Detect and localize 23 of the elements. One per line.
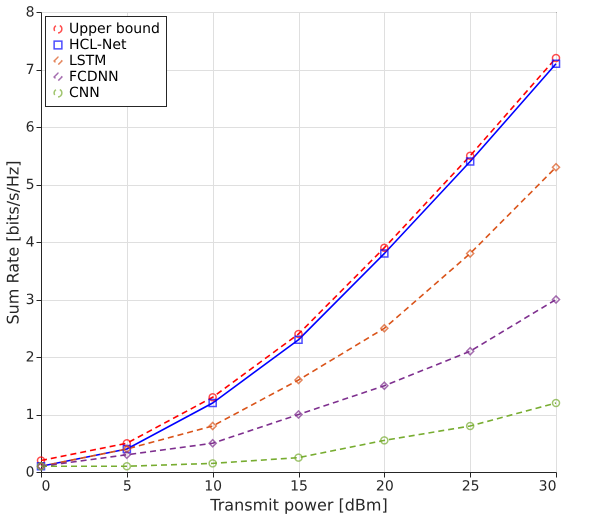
y-tick-label: 6 (26, 120, 35, 136)
y-tick-label: 0 (26, 464, 34, 480)
y-tick-label: 1 (26, 407, 34, 423)
x-tick-label: 25 (462, 478, 480, 494)
y-tick-label: 2 (26, 350, 34, 366)
x-tick-label: 20 (376, 478, 394, 494)
legend-label: FCDNN (69, 69, 119, 85)
y-tick-label: 7 (26, 62, 34, 78)
y-axis-title: Sum Rate [bits/s/Hz] (4, 160, 23, 324)
y-tick-label: 5 (26, 177, 34, 193)
y-tick-label: 3 (26, 292, 34, 308)
y-tick-label: 4 (26, 234, 35, 250)
legend-label: HCL-Net (69, 37, 127, 53)
legend-label: LSTM (69, 53, 106, 69)
x-axis-title: Transmit power [dBm] (209, 496, 388, 514)
x-tick-label: 15 (290, 478, 308, 494)
x-tick-label: 5 (122, 478, 132, 494)
x-tick-label: 10 (204, 478, 222, 494)
x-tick-label: 0 (42, 478, 50, 494)
legend-label: Upper bound (69, 21, 160, 37)
y-tick-label: 8 (26, 4, 34, 20)
x-tick-label: 30 (538, 478, 556, 494)
legend-label: CNN (69, 85, 100, 101)
